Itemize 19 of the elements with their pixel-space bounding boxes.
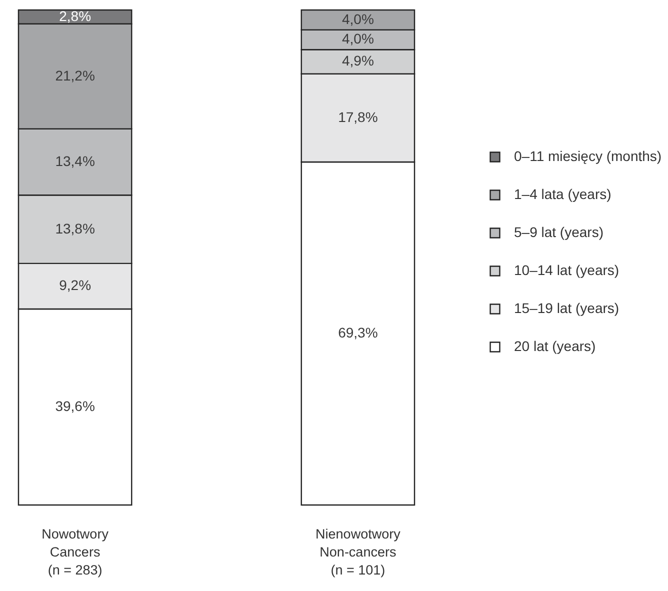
data-label: 4,9% xyxy=(342,52,374,69)
data-label: 21,2% xyxy=(55,67,95,84)
legend-label: 10–14 lat (years) xyxy=(514,262,620,278)
legend-label: 1–4 lata (years) xyxy=(514,186,612,202)
data-label: 2,8% xyxy=(59,8,92,24)
data-label: 4,0% xyxy=(342,30,374,47)
data-label: 39,6% xyxy=(55,398,95,414)
legend-label: 0–11 miesięcy (months) xyxy=(514,148,662,164)
data-label: 9,2% xyxy=(59,277,92,294)
data-label: 4,0% xyxy=(342,10,374,27)
legend-label: 5–9 lat (years) xyxy=(514,224,604,240)
data-label: 13,8% xyxy=(55,220,95,236)
x-tick-label: Nienowotwory Non-cancers (n = 101) xyxy=(316,526,401,578)
legend-label: 20 lat (years) xyxy=(514,338,596,354)
x-tick-label: Nowotwory Cancers (n = 283) xyxy=(42,526,109,578)
data-label: 69,3% xyxy=(338,324,378,340)
legend-label: 15–19 lat (years) xyxy=(514,300,620,316)
data-label: 13,4% xyxy=(55,152,95,169)
data-label: 17,8% xyxy=(338,108,378,125)
